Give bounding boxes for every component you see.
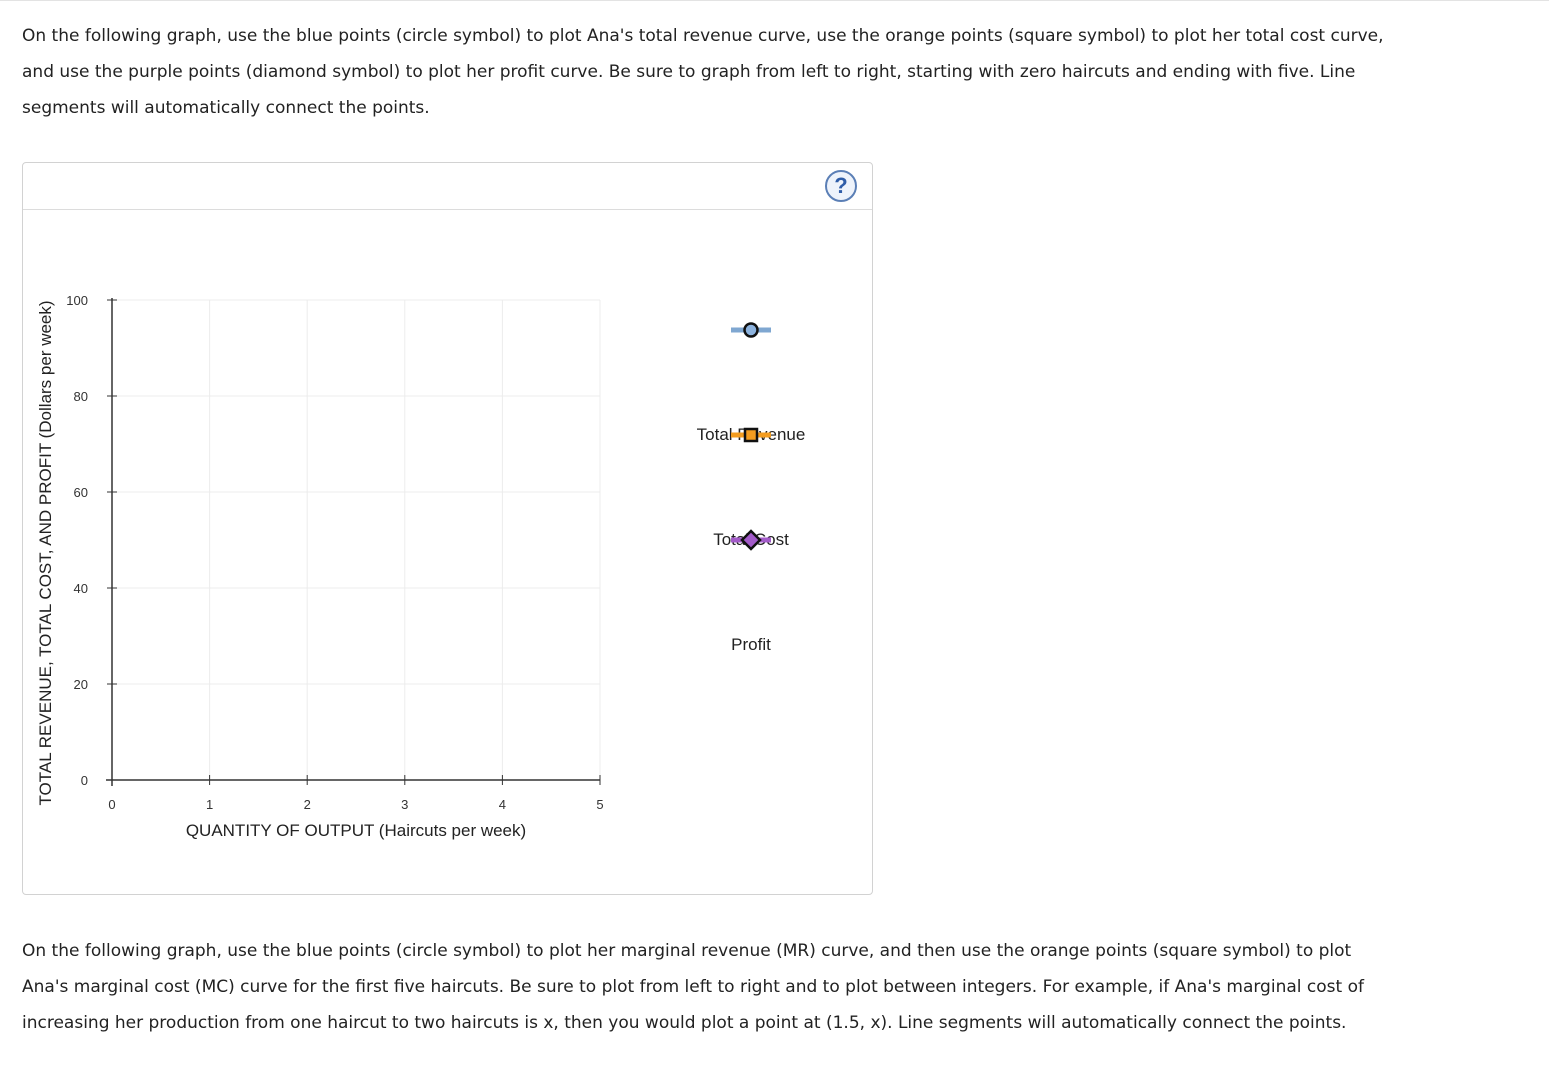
- circle-icon: [743, 322, 759, 338]
- diamond-icon: [740, 529, 762, 551]
- top-divider: [0, 0, 1549, 1]
- tick-labels: 0 20 40 60 80 100 0 1 2 3 4 5: [66, 293, 603, 812]
- instructions-top: On the following graph, use the blue poi…: [22, 26, 1384, 118]
- y-tick-label-60: 60: [74, 485, 88, 500]
- instructions-bottom: On the following graph, use the blue poi…: [22, 941, 1364, 1033]
- square-icon: [743, 427, 759, 443]
- legend-label: Profit: [731, 635, 771, 654]
- help-icon[interactable]: ?: [825, 170, 857, 202]
- y-tick-label-80: 80: [74, 389, 88, 404]
- y-tick-label-0: 0: [81, 773, 88, 788]
- panel-header: ?: [23, 163, 872, 210]
- x-tick-label-0: 0: [108, 797, 115, 812]
- x-axis-label: QUANTITY OF OUTPUT (Haircuts per week): [186, 821, 526, 840]
- y-axis-label: TOTAL REVENUE, TOTAL COST, AND PROFIT (D…: [36, 300, 55, 805]
- x-tick-label-2: 2: [304, 797, 311, 812]
- x-tick-label-5: 5: [596, 797, 603, 812]
- graph-panel[interactable]: ? 0 20 40 60 80 100 0 1 2 3 4 5 QUANTITY OF OUTPUT …: [22, 162, 873, 895]
- y-tick-label-40: 40: [74, 581, 88, 596]
- grid-lines: [112, 299, 601, 780]
- y-tick-label-20: 20: [74, 677, 88, 692]
- legend-symbol-circle[interactable]: [727, 316, 775, 344]
- x-tick-label-4: 4: [499, 797, 506, 812]
- x-tick-label-1: 1: [206, 797, 213, 812]
- x-tick-label-3: 3: [401, 797, 408, 812]
- legend-symbol-square[interactable]: [727, 421, 775, 449]
- chart-area[interactable]: 0 20 40 60 80 100 0 1 2 3 4 5 QUANTITY OF OUTPUT (H…: [23, 223, 623, 863]
- legend-symbol-diamond[interactable]: [727, 526, 775, 554]
- axes: [106, 298, 601, 786]
- y-tick-label-100: 100: [66, 293, 88, 308]
